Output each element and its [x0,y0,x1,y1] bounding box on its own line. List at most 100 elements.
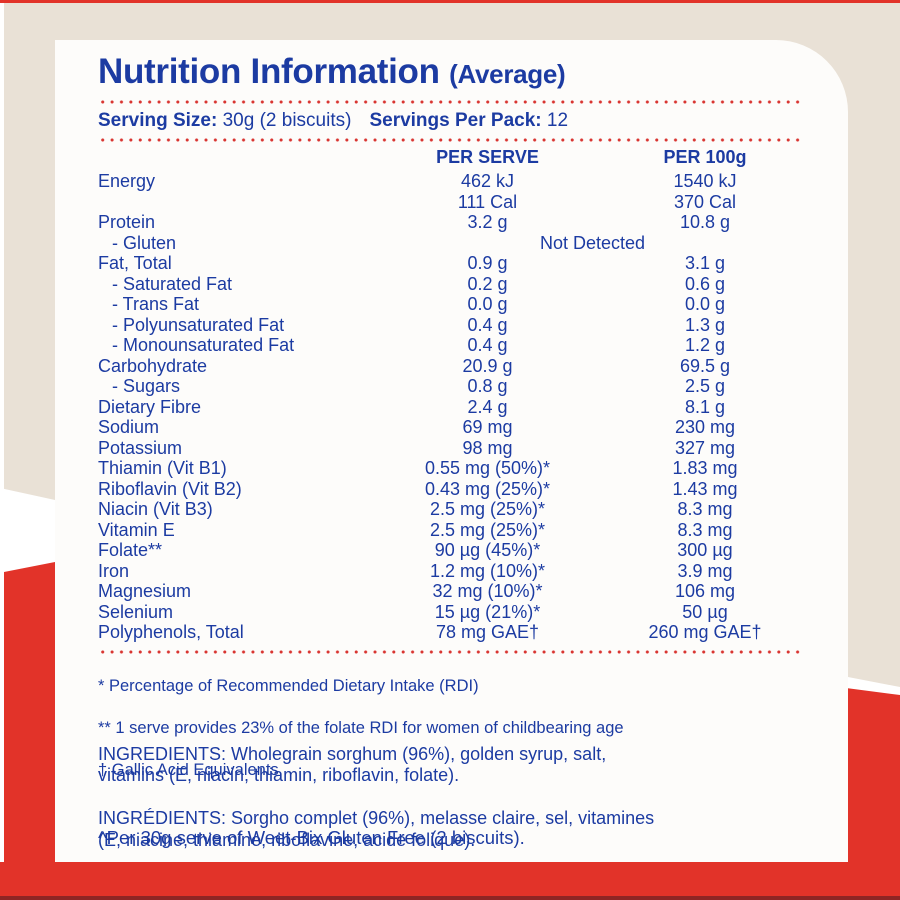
table-row: Polyphenols, Total 78 mg GAE† 260 mg GAE† [98,622,810,643]
serving-size-label: Serving Size: [98,110,218,131]
nutrient-label: Iron [98,560,130,581]
nutrient-label: - Saturated Fat [112,273,233,294]
per-serve-value: 462 kJ [460,171,515,191]
nutrient-label: Selenium [98,601,174,622]
per-serve-value: 0.43 mg (25%)* [424,478,551,499]
ingredients-french: INGRÉDIENTS: Sorgho complet (96%), melas… [98,808,655,850]
per-100g-header: PER 100g [663,147,747,167]
table-row: - Saturated Fat 0.2 g 0.6 g [98,274,810,295]
per-serve-value: 90 µg (45%)* [434,540,541,560]
per-100g-value: 327 mg [674,437,736,458]
per-serve-header: PER SERVE [436,147,539,167]
nutrient-label: Sodium [98,417,160,437]
per-serve-value: 1.2 mg (10%)* [429,560,546,581]
per-100g-value: 230 mg [674,417,736,437]
panel-title: Nutrition Information (Average) [98,52,566,92]
per-100g-value: 8.3 mg [677,499,733,519]
per-serve-value: 20.9 g [462,355,513,376]
table-row: - Sugars 0.8 g 2.5 g [98,376,810,397]
serving-info-line: Serving Size: 30g (2 biscuits) Servings P… [98,110,568,132]
per-serve-value: 0.4 g [467,314,508,335]
table-row: - Monounsaturated Fat 0.4 g 1.2 g [98,335,810,356]
per-serve-value: 0.55 mg (50%)* [424,458,551,478]
table-row: Fat, Total 0.9 g 3.1 g [98,253,810,274]
nutrient-label: Magnesium [98,581,192,601]
nutrient-label: Polyphenols, Total [98,622,244,642]
per-100g-value: 370 Cal [673,191,737,212]
nutrient-label: Dietary Fibre [98,396,202,417]
nutrition-table: PER SERVE PER 100g Energy 462 kJ 1540 kJ 11… [98,147,810,643]
nutrient-label: Energy [98,171,156,191]
table-row: Iron 1.2 mg (10%)* 3.9 mg [98,561,810,582]
servings-per-pack: Servings Per Pack: 12 [369,110,568,131]
package-bottom-shadow-edge [0,896,900,900]
nutrient-label: Thiamin (Vit B1) [98,458,227,478]
per-100g-value: 3.1 g [684,253,726,273]
per-100g-value: 0.0 g [684,294,726,314]
ingredients-english: INGREDIENTS: Wholegrain sorghum (96%), g… [98,743,607,786]
per-serve-value: 0.0 g [467,294,508,314]
nutrient-label: - Polyunsaturated Fat [112,314,285,335]
nutrient-label: - Trans Fat [112,294,200,314]
dotted-divider [98,650,804,654]
per-100g-value: 3.9 mg [677,560,733,581]
package-beige-top-band [0,3,900,40]
ingredients-block: INGREDIENTS: Wholegrain sorghum (96%), g… [98,722,654,873]
nutrient-label: - Sugars [112,376,181,396]
table-row: Energy 462 kJ 1540 kJ [98,171,810,192]
per-serve-value: 0.2 g [467,273,508,294]
per-100g-value: 106 mg [674,581,736,601]
servings-per-pack-label: Servings Per Pack: [369,110,542,131]
nutrient-label: Fat, Total [98,253,172,273]
package-top-red-stripe [0,0,900,3]
table-row: Carbohydrate 20.9 g 69.5 g [98,356,810,377]
package-red-left-band [4,562,55,900]
table-row: Protein 3.2 g 10.8 g [98,212,810,233]
package-red-bottom-band [0,862,900,900]
per-100g-value: 260 mg GAE† [648,622,762,642]
per-100g-value: 1.83 mg [672,458,738,478]
per-100g-value: 1.3 g [684,314,726,335]
nutrient-label: - Monounsaturated Fat [112,335,295,355]
table-row: - Gluten Not Detected [98,233,810,254]
per-100g-value: 0.6 g [684,273,726,294]
table-row: Folate** 90 µg (45%)* 300 µg [98,540,810,561]
per-100g-value: 1.43 mg [672,478,738,499]
package-left-edge-highlight [0,3,4,562]
table-row: Potassium 98 mg 327 mg [98,438,810,459]
nutrient-label: Niacin (Vit B3) [98,499,213,519]
nutrient-label: Potassium [98,437,183,458]
per-100g-value: 50 µg [682,601,728,622]
nutrient-label: Vitamin E [98,519,175,540]
per-100g-value: 69.5 g [679,355,731,376]
spanning-value: Not Detected [539,232,646,253]
per-100g-value: 1.2 g [684,335,726,355]
footnote-gae: † Gallic Acid Equivalents [98,761,279,779]
table-row: 111 Cal 370 Cal [98,192,810,213]
serving-size-value: 30g (2 biscuits) [222,110,352,131]
per-serve-value: 111 Cal [457,191,518,212]
table-row: Vitamin E 2.5 mg (25%)* 8.3 mg [98,520,810,541]
table-header-row: PER SERVE PER 100g [98,147,810,171]
per-serve-value: 2.4 g [467,396,508,417]
per-serve-value: 32 mg (10%)* [432,581,543,601]
per-serve-value: 78 mg GAE† [435,622,540,642]
package-beige-right-band [848,40,900,687]
panel-title-main: Nutrition Information [98,52,440,91]
per-serve-value: 69 mg [462,417,513,437]
footnotes-block: * Percentage of Recommended Dietary Inta… [98,655,624,802]
nutrient-label: Carbohydrate [98,355,208,376]
table-row: Thiamin (Vit B1) 0.55 mg (50%)* 1.83 mg [98,458,810,479]
table-row: Niacin (Vit B3) 2.5 mg (25%)* 8.3 mg [98,499,810,520]
per-serve-value: 0.9 g [467,253,508,273]
nutrient-label: - Gluten [112,232,177,253]
per-100g-value: 300 µg [677,540,733,560]
per-serve-value: 3.2 g [467,212,508,232]
per-100g-value: 8.3 mg [677,519,733,540]
table-row: Selenium 15 µg (21%)* 50 µg [98,602,810,623]
package-beige-left-band [0,40,55,500]
per-serve-value: 15 µg (21%)* [434,601,541,622]
per-100g-value: 8.1 g [684,396,726,417]
table-row: - Polyunsaturated Fat 0.4 g 1.3 g [98,315,810,336]
footnote-rdi: * Percentage of Recommended Dietary Inta… [98,677,479,695]
